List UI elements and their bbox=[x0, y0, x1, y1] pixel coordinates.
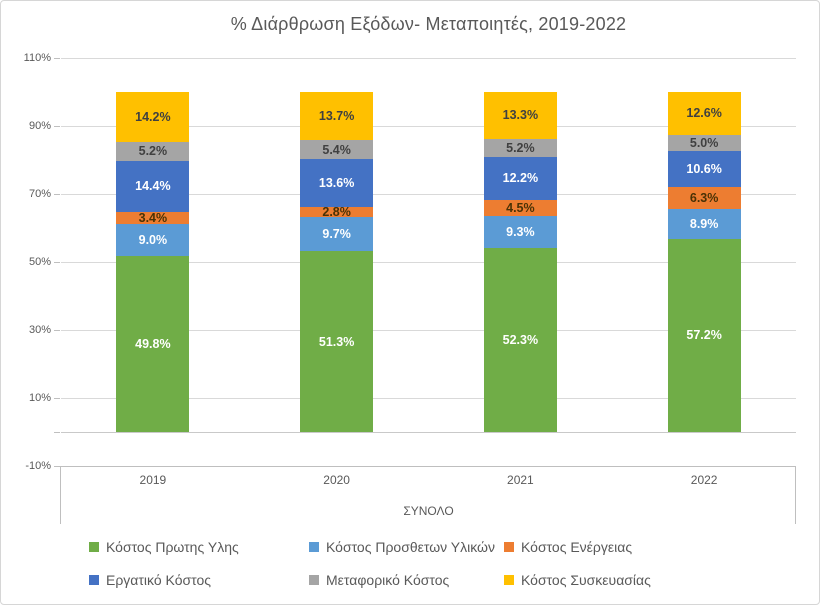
y-axis-tickmark bbox=[54, 432, 60, 433]
legend-label: Κόστος Πρωτης Υλης bbox=[106, 539, 239, 555]
bar-segment[interactable]: 49.8% bbox=[116, 255, 190, 432]
legend-item[interactable]: Μεταφορικό Κόστος bbox=[309, 570, 449, 590]
y-axis-tickmark bbox=[54, 466, 60, 467]
y-axis-tickmark bbox=[54, 262, 60, 263]
y-axis-tickmark bbox=[54, 126, 60, 127]
x-axis-line bbox=[61, 432, 796, 433]
legend-swatch bbox=[309, 542, 319, 552]
bar-segment[interactable]: 9.0% bbox=[116, 223, 190, 256]
y-axis-tickmark bbox=[54, 330, 60, 331]
bar-segment[interactable]: 12.6% bbox=[667, 92, 741, 135]
bar-segment-label: 49.8% bbox=[135, 336, 171, 351]
x-axis-category-label: 2022 bbox=[690, 473, 718, 487]
y-axis-tickmark bbox=[54, 194, 60, 195]
legend-item[interactable]: Εργατικό Κόστος bbox=[89, 570, 211, 590]
bar-segment[interactable]: 10.6% bbox=[667, 151, 741, 188]
bar-segment-label: 4.5% bbox=[506, 200, 535, 215]
legend-swatch bbox=[89, 575, 99, 585]
x-axis-category-label: 2021 bbox=[507, 473, 534, 487]
bar-segment-label: 3.4% bbox=[138, 210, 168, 225]
bar-segment[interactable]: 13.3% bbox=[483, 92, 557, 139]
legend-item[interactable]: Κόστος Ενέργειας bbox=[504, 537, 632, 557]
bar-segment-label: 12.6% bbox=[686, 106, 722, 121]
bar-segment[interactable]: 13.6% bbox=[300, 159, 374, 208]
bar-segment[interactable]: 6.3% bbox=[667, 187, 741, 209]
legend-swatch bbox=[89, 542, 99, 552]
bar-segment-label: 12.2% bbox=[502, 171, 539, 186]
gridline bbox=[61, 262, 796, 263]
legend-swatch bbox=[504, 575, 514, 585]
bar-segment[interactable]: 13.7% bbox=[300, 92, 374, 141]
gridline bbox=[61, 194, 796, 195]
gridline bbox=[61, 58, 796, 59]
bar-segment-label: 14.4% bbox=[135, 179, 171, 194]
gridline bbox=[61, 126, 796, 127]
bar-segment[interactable]: 52.3% bbox=[483, 248, 557, 432]
y-axis-tick-label: 90% bbox=[28, 120, 51, 132]
bar-segment[interactable]: 5.0% bbox=[667, 134, 741, 152]
legend-item[interactable]: Κόστος Πρωτης Υλης bbox=[89, 537, 239, 557]
legend-item[interactable]: Κόστος Συσκευασίας bbox=[504, 570, 651, 590]
x-axis-box bbox=[60, 466, 796, 524]
bar-segment-label: 5.0% bbox=[689, 136, 719, 151]
bar-segment[interactable]: 5.2% bbox=[116, 142, 190, 161]
bar-segment-label: 5.2% bbox=[138, 144, 168, 159]
x-axis-group-label: ΣΥΝΟΛΟ bbox=[403, 504, 454, 518]
bar-segment-label: 13.3% bbox=[502, 108, 539, 123]
y-axis-tick-label: 50% bbox=[28, 256, 51, 268]
y-axis-tickmark bbox=[54, 58, 60, 59]
bar-segment-label: 9.7% bbox=[322, 227, 351, 242]
bar-segment[interactable]: 12.2% bbox=[483, 156, 557, 200]
bar-segment-label: 52.3% bbox=[502, 333, 539, 348]
bar-segment[interactable]: 14.2% bbox=[116, 92, 190, 143]
bar-segment-label: 13.6% bbox=[318, 176, 355, 191]
bar-segment-label: 57.2% bbox=[686, 328, 722, 343]
bar-segment-label: 10.6% bbox=[686, 162, 722, 177]
bar-segment-label: 5.2% bbox=[506, 140, 535, 155]
bar-segment-label: 5.4% bbox=[322, 142, 351, 157]
bar-segment[interactable]: 9.7% bbox=[300, 217, 374, 252]
bar-segment[interactable]: 9.3% bbox=[483, 215, 557, 249]
bar-segment-label: 51.3% bbox=[318, 334, 355, 349]
bar-segment-label: 13.7% bbox=[318, 109, 355, 124]
bar-segment-label: 9.0% bbox=[138, 232, 168, 247]
bar-segment[interactable]: 8.9% bbox=[667, 208, 741, 239]
bar-segment-label: 14.2% bbox=[135, 110, 171, 125]
legend-swatch bbox=[504, 542, 514, 552]
bar-segment[interactable]: 4.5% bbox=[483, 199, 557, 216]
y-axis-tick-label: 10% bbox=[28, 392, 51, 404]
bar-segment[interactable]: 14.4% bbox=[116, 160, 190, 212]
bar-segment[interactable]: 2.8% bbox=[300, 205, 374, 220]
bar-segment-label: 8.9% bbox=[689, 216, 719, 231]
bar-segment-label: 2.8% bbox=[322, 205, 351, 220]
y-axis-tick-label: 70% bbox=[28, 188, 51, 200]
y-axis-tick-label: 110% bbox=[23, 52, 51, 64]
bar-segment[interactable]: 51.3% bbox=[300, 251, 374, 432]
legend-label: Κόστος Συσκευασίας bbox=[521, 572, 651, 588]
legend-item[interactable]: Κόστος Προσθετων Υλικών bbox=[309, 537, 495, 557]
legend-label: Μεταφορικό Κόστος bbox=[326, 572, 450, 588]
y-axis-tickmark bbox=[54, 398, 60, 399]
bar-segment[interactable]: 3.4% bbox=[116, 210, 190, 225]
bar-segment-label: 6.3% bbox=[689, 190, 719, 205]
y-axis-tick-label: -10% bbox=[25, 460, 51, 472]
legend-swatch bbox=[309, 575, 319, 585]
bar-segment[interactable]: 5.2% bbox=[483, 138, 557, 157]
chart-title: % Διάρθρωση Εξόδων- Μεταποιητές, 2019-20… bbox=[230, 14, 627, 34]
legend-label: Κόστος Προσθετων Υλικών bbox=[326, 539, 495, 555]
bar-segment[interactable]: 5.4% bbox=[300, 140, 374, 160]
x-axis-category-label: 2020 bbox=[323, 473, 350, 487]
legend-label: Εργατικό Κόστος bbox=[106, 572, 211, 588]
gridline bbox=[61, 398, 796, 399]
bar-segment[interactable]: 57.2% bbox=[667, 238, 741, 432]
gridline bbox=[61, 330, 796, 331]
legend-label: Κόστος Ενέργειας bbox=[521, 539, 633, 555]
bar-segment-label: 9.3% bbox=[506, 224, 535, 239]
y-axis-tick-label: 30% bbox=[28, 324, 51, 336]
x-axis-category-label: 2019 bbox=[139, 473, 167, 487]
